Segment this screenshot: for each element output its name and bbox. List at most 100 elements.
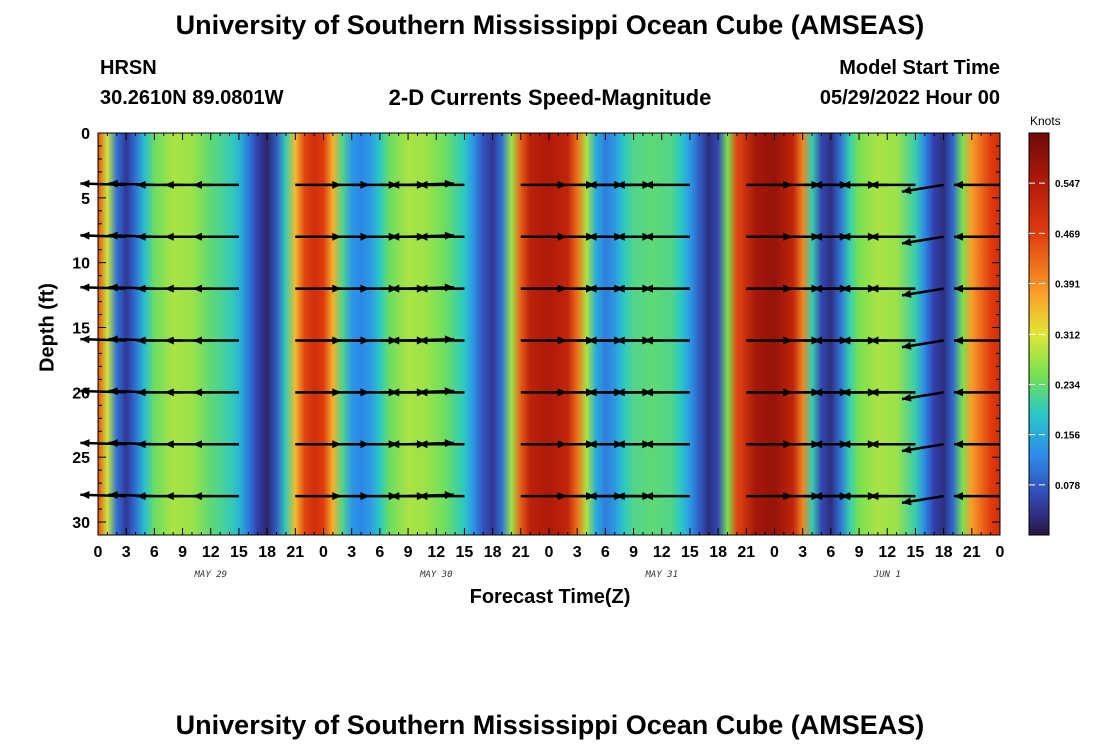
date-label: MAY 30 <box>419 570 453 580</box>
colorbar-tick-label: 0.547 <box>1055 179 1080 190</box>
chart-title: 2-D Currents Speed-Magnitude <box>388 85 712 110</box>
x-tick-label: 15 <box>907 544 925 561</box>
x-tick-label: 0 <box>996 544 1005 561</box>
y-tick-label: 20 <box>72 385 90 402</box>
current-vector <box>954 492 1000 501</box>
x-tick-label: 12 <box>878 544 896 561</box>
x-tick-label: 0 <box>545 544 554 561</box>
current-vector <box>643 492 690 501</box>
x-axis-title: Forecast Time(Z) <box>469 586 631 608</box>
current-vector <box>901 235 944 247</box>
current-vector <box>192 492 239 501</box>
x-tick-label: 15 <box>456 544 474 561</box>
current-vector <box>901 494 944 506</box>
x-tick-label: 21 <box>512 544 530 561</box>
model-start-label: Model Start Time <box>839 57 1000 79</box>
current-vector <box>643 284 690 293</box>
station-coords: 30.2610N 89.0801W <box>100 87 284 109</box>
x-tick-label: 12 <box>653 544 671 561</box>
current-vector <box>869 180 916 189</box>
x-tick-label: 18 <box>935 544 953 561</box>
y-tick-label: 25 <box>72 450 90 467</box>
x-tick-label: 0 <box>319 544 328 561</box>
x-tick-label: 15 <box>681 544 699 561</box>
x-tick-label: 9 <box>404 544 413 561</box>
current-vector <box>954 440 1000 449</box>
x-tick-label: 9 <box>855 544 864 561</box>
current-vector <box>901 183 944 195</box>
x-tick-label: 3 <box>798 544 807 561</box>
current-vector <box>954 180 1000 189</box>
current-vector <box>192 336 239 345</box>
current-vector <box>192 440 239 449</box>
y-tick-label: 5 <box>81 191 90 208</box>
current-vector <box>869 440 916 449</box>
current-vector <box>869 284 916 293</box>
station-name: HRSN <box>100 57 157 79</box>
x-tick-label: 12 <box>427 544 445 561</box>
current-vector <box>418 180 465 189</box>
current-vector <box>643 336 690 345</box>
x-tick-label: 6 <box>150 544 159 561</box>
colorbar-tick-label: 0.156 <box>1055 431 1080 442</box>
current-vector <box>418 232 465 241</box>
current-vector <box>869 336 916 345</box>
x-tick-label: 18 <box>258 544 276 561</box>
x-tick-label: 21 <box>286 544 304 561</box>
current-vector <box>418 388 465 397</box>
current-vector <box>869 492 916 501</box>
model-start-value: 05/29/2022 Hour 00 <box>819 87 1000 109</box>
x-tick-label: 21 <box>963 544 981 561</box>
current-vector <box>901 287 944 298</box>
current-vector <box>418 440 465 449</box>
x-tick-label: 3 <box>122 544 131 561</box>
x-tick-label: 18 <box>709 544 727 561</box>
x-tick-label: 9 <box>178 544 187 561</box>
current-vector <box>869 232 916 241</box>
colorbar-units: Knots <box>1030 114 1061 128</box>
colorbar-tick-label: 0.469 <box>1055 229 1080 240</box>
current-vector <box>418 492 465 501</box>
x-tick-label: 9 <box>629 544 638 561</box>
y-tick-label: 0 <box>81 126 90 143</box>
x-tick-label: 18 <box>484 544 502 561</box>
colorbar-tick-label: 0.234 <box>1055 380 1080 391</box>
x-tick-label: 0 <box>770 544 779 561</box>
current-vector <box>192 232 239 241</box>
date-label: MAY 31 <box>644 570 678 580</box>
colorbar-tick-label: 0.391 <box>1055 280 1080 291</box>
current-vector <box>192 388 239 397</box>
x-tick-label: 21 <box>737 544 755 561</box>
current-vector <box>901 442 944 454</box>
x-tick-label: 6 <box>375 544 384 561</box>
current-vector <box>418 284 465 293</box>
current-vector <box>418 336 465 345</box>
y-tick-label: 15 <box>72 321 90 338</box>
current-vector <box>901 339 944 350</box>
page-title: University of Southern Mississippi Ocean… <box>175 10 925 40</box>
current-vector <box>192 180 239 189</box>
date-label: JUN 1 <box>873 570 901 580</box>
date-label: MAY 29 <box>193 570 227 580</box>
x-tick-label: 6 <box>601 544 610 561</box>
x-tick-label: 3 <box>573 544 582 561</box>
x-tick-label: 12 <box>202 544 220 561</box>
current-vector <box>869 388 916 397</box>
x-tick-label: 3 <box>347 544 356 561</box>
colorbar-tick-label: 0.312 <box>1055 330 1080 341</box>
current-vector <box>954 336 1000 345</box>
current-vector <box>643 232 690 241</box>
current-vector <box>643 440 690 449</box>
footer-title: University of Southern Mississippi Ocean… <box>175 710 925 740</box>
current-vector <box>192 284 239 293</box>
current-vector <box>643 388 690 397</box>
current-vector <box>954 284 1000 293</box>
colorbar-tick-label: 0.078 <box>1055 481 1080 492</box>
x-tick-label: 6 <box>826 544 835 561</box>
x-tick-label: 15 <box>230 544 248 561</box>
speed-heatmap <box>98 133 1000 535</box>
x-tick-label: 0 <box>94 544 103 561</box>
y-tick-label: 10 <box>72 256 90 273</box>
y-tick-label: 30 <box>72 515 90 532</box>
